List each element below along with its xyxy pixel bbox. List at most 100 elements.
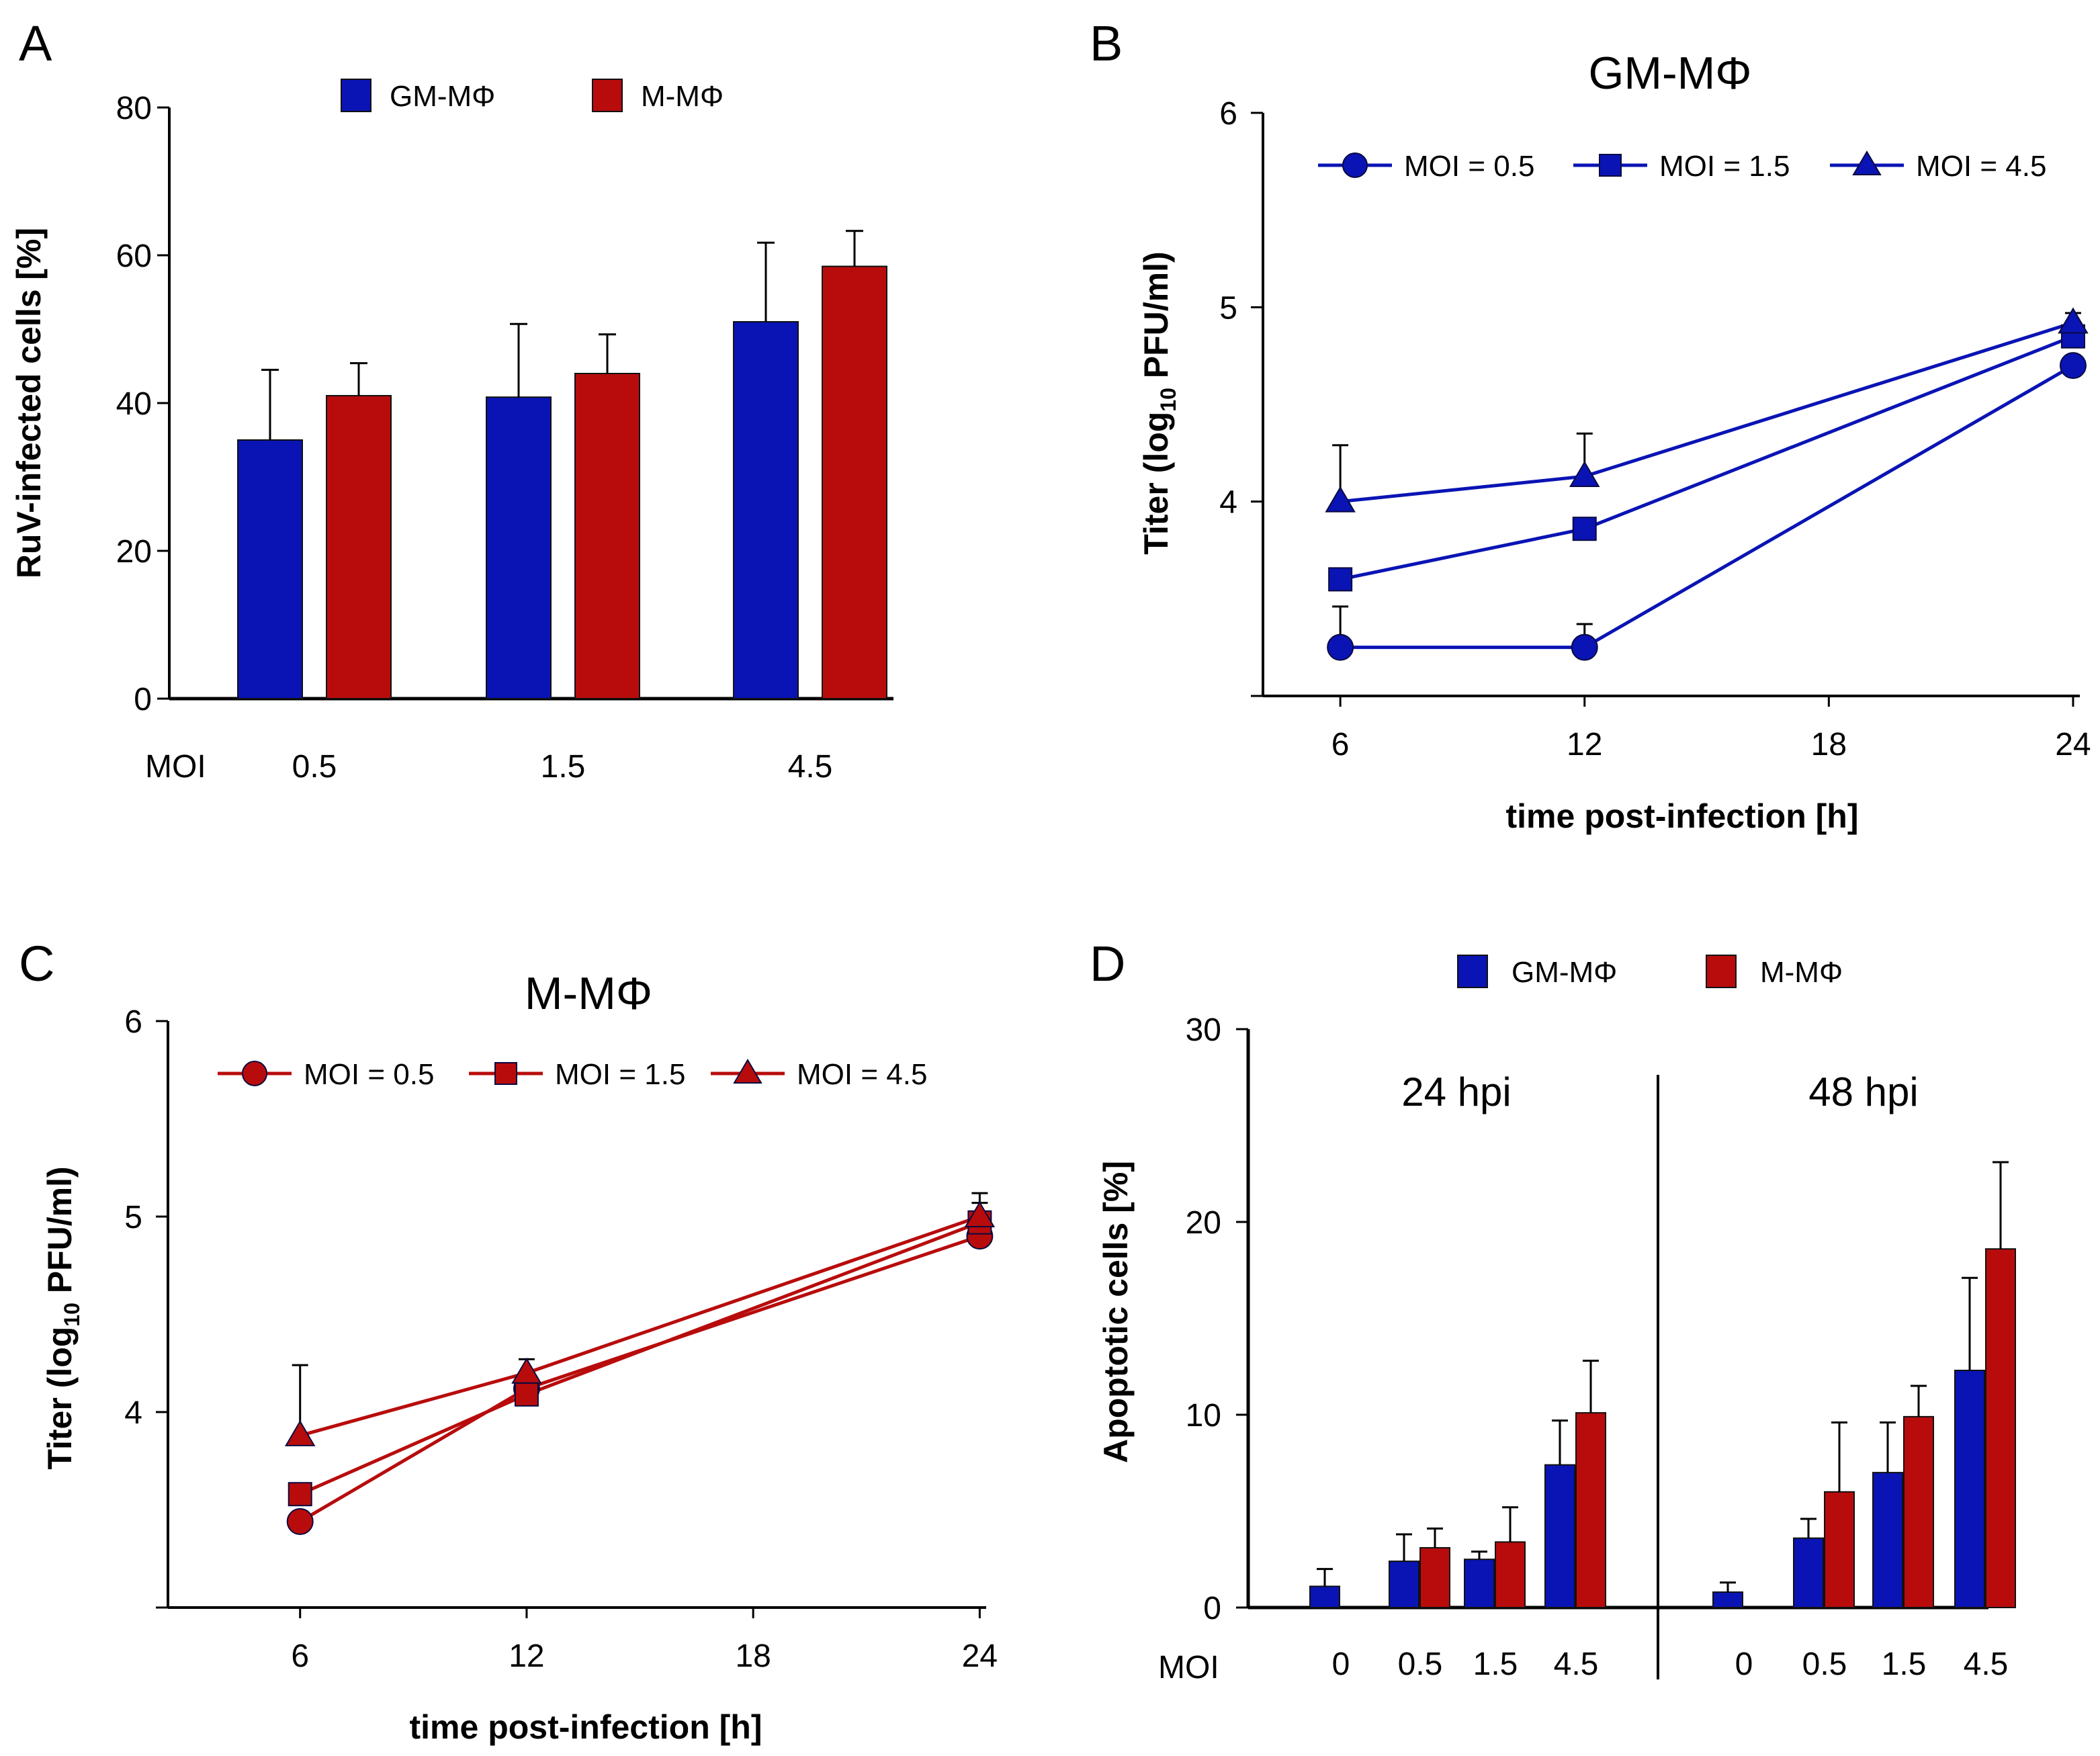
panel-a-error-bar — [510, 322, 527, 398]
panel-c-point-moi-1-5-t6 — [288, 1482, 312, 1507]
panel-b-y-tick-label: 6 — [1219, 96, 1237, 132]
panel-d-x-tick-label: 0 — [1332, 1647, 1350, 1682]
panel-c-x-tick-label: 24 — [962, 1638, 998, 1674]
panel-b-title: GM-MΦ — [1588, 48, 1751, 99]
panel-d-bar-48-hpi-m-m-moi-4-5 — [1985, 1248, 2016, 1609]
panel-d-bar-24-hpi-m-m-moi-0-5 — [1419, 1547, 1450, 1609]
panel-a-legend-label-gm-m: GM-MΦ — [390, 80, 495, 113]
panel-a-error-bar — [846, 230, 863, 267]
panel-a-error-bar — [350, 362, 367, 396]
panel-a-error-bar — [757, 241, 775, 322]
panel-d-legend-swatch-m-m — [1706, 955, 1737, 988]
panel-a-bar-m-m-moi-0-5 — [326, 395, 392, 699]
panel-c-x-axis-title: time post-infection [h] — [410, 1708, 762, 1746]
panel-d-x-tick-label: 0.5 — [1398, 1647, 1443, 1682]
panel-d-x-tick-label: 1.5 — [1882, 1647, 1927, 1682]
panel-d-bar-24-hpi-m-m-moi-4-5 — [1575, 1412, 1606, 1608]
panel-b-y-axis-title-part: PFU/ml) — [1137, 251, 1175, 388]
panel-letter-d: D — [1090, 936, 1125, 992]
panel-b-y-tick-label: 4 — [1219, 485, 1237, 521]
panel-d-legend-swatch-gm-m — [1457, 955, 1488, 988]
panel-a-y-tick-label: 0 — [134, 682, 152, 717]
panel-a-legend-label-m-m: M-MΦ — [641, 80, 724, 113]
panel-d-bar-24-hpi-gm-m-moi-0-5 — [1389, 1561, 1419, 1609]
panel-c-x-tick-label: 12 — [509, 1638, 544, 1674]
panel-a-error-bar — [261, 369, 279, 440]
panel-b-point-moi-1-5-t6 — [1328, 567, 1353, 592]
panel-letter-a: A — [19, 15, 52, 71]
panel-b-x-tick-label: 12 — [1567, 727, 1602, 762]
panel-d-bar-24-hpi-gm-m-moi-4-5 — [1544, 1464, 1575, 1609]
panel-c-y-axis-title: Titer (log10 PFU/ml) — [41, 1166, 84, 1469]
panel-b-point-moi-4-5-t12 — [1569, 461, 1600, 488]
panel-c-legend-marker-moi-0-5 — [242, 1061, 267, 1086]
panel-c-y-tick-label: 6 — [124, 1004, 142, 1040]
panel-d-x-tick-label: 4.5 — [1964, 1647, 2009, 1682]
panel-d-error-bar — [1720, 1581, 1736, 1593]
panel-d-bar-48-hpi-gm-m-moi-1-5 — [1872, 1472, 1903, 1609]
panel-b-legend-label-moi-1-5: MOI = 1.5 — [1659, 150, 1790, 183]
panel-c-y-axis-title-subscript: 10 — [60, 1303, 84, 1327]
panel-c-y-axis-title-part: PFU/ml) — [41, 1166, 79, 1303]
panel-d-group-title-24-hpi: 24 hpi — [1401, 1069, 1511, 1114]
panel-d-group-title-48-hpi: 48 hpi — [1808, 1069, 1918, 1114]
panel-d-y-tick-label: 20 — [1186, 1205, 1221, 1241]
panel-a-x-tick-label: 4.5 — [788, 749, 833, 785]
panel-c-point-moi-4-5-t24 — [964, 1201, 996, 1227]
panel-d-error-bar — [1583, 1360, 1599, 1413]
panel-d-error-bar — [1552, 1419, 1568, 1465]
panel-c-line-moi-4-5 — [300, 1215, 981, 1438]
panel-c-y-tick-label: 5 — [124, 1200, 142, 1235]
panel-b-line-moi-4-5 — [1340, 321, 2074, 504]
panel-c-x-tick-label: 18 — [735, 1638, 771, 1674]
panel-c-point-moi-4-5-t6 — [284, 1419, 316, 1446]
panel-a-legend-swatch-gm-m — [341, 79, 371, 112]
panel-d-error-bar — [1993, 1161, 2009, 1249]
panel-b-legend-marker-moi-4-5 — [1852, 150, 1882, 175]
panel-a-moi-label: MOI — [145, 749, 206, 785]
panel-d-bar-48-hpi-gm-m-moi-4-5 — [1954, 1369, 1985, 1608]
panel-b-x-tick-label: 24 — [2055, 727, 2091, 762]
panel-d-bar-48-hpi-gm-m-moi-0 — [1712, 1591, 1743, 1609]
panel-b-point-moi-0-5-t6 — [1327, 633, 1354, 661]
panel-b-y-tick-label: 5 — [1219, 290, 1237, 326]
panel-d-bar-24-hpi-gm-m-moi-1-5 — [1464, 1559, 1495, 1608]
panel-c-point-moi-1-5-t12 — [514, 1382, 539, 1407]
panel-letter-c: C — [19, 936, 54, 992]
panel-b-point-moi-1-5-t12 — [1572, 517, 1597, 541]
panel-c-y-tick-label: 4 — [124, 1395, 142, 1431]
panel-a-x-tick-label: 0.5 — [292, 749, 337, 785]
panel-d-bar-48-hpi-m-m-moi-1-5 — [1903, 1415, 1934, 1609]
panel-d-error-bar — [1396, 1533, 1412, 1562]
panel-b-legend-label-moi-4-5: MOI = 4.5 — [1916, 150, 2046, 183]
panel-b-x-axis-title: time post-infection [h] — [1506, 797, 1859, 835]
panel-d-y-tick-label: 10 — [1186, 1398, 1221, 1434]
panel-d-x-tick-label: 0 — [1735, 1647, 1753, 1682]
panel-letter-b: B — [1090, 15, 1123, 71]
panel-d-legend-label-gm-m: GM-MΦ — [1512, 956, 1617, 989]
panel-a-legend-swatch-m-m — [592, 79, 623, 112]
panel-a-error-bar — [599, 333, 616, 374]
panel-c-point-moi-4-5-t12 — [511, 1357, 542, 1384]
panel-c-legend-label-moi-4-5: MOI = 4.5 — [797, 1058, 927, 1091]
panel-c-point-moi-0-5-t6 — [286, 1507, 314, 1535]
panel-c-title: M-MΦ — [525, 968, 652, 1019]
panel-a-bar-gm-m-moi-0-5 — [237, 439, 303, 699]
panel-d-x-tick-label: 1.5 — [1473, 1647, 1518, 1682]
panel-d-error-bar — [1800, 1518, 1817, 1538]
panel-c-line-moi-0-5 — [299, 1234, 981, 1524]
panel-d-legend-label-m-m: M-MΦ — [1760, 956, 1843, 989]
panel-d-error-bar — [1962, 1276, 1978, 1370]
panel-d-error-bar — [1880, 1421, 1896, 1473]
panel-c-x-tick-label: 6 — [291, 1638, 309, 1674]
panel-d-y-tick-label: 0 — [1203, 1591, 1221, 1626]
panel-a-x-tick-label: 1.5 — [541, 749, 586, 785]
panel-b-y-axis-title: Titer (log10 PFU/ml) — [1137, 251, 1180, 554]
panel-c-legend-marker-moi-4-5 — [733, 1059, 762, 1084]
panel-a-bar-m-m-moi-1-5 — [574, 373, 640, 699]
panel-b-point-moi-4-5-t6 — [1325, 486, 1356, 513]
panel-b-legend-label-moi-0-5: MOI = 0.5 — [1404, 150, 1534, 183]
panel-b-point-moi-0-5-t12 — [1571, 633, 1598, 661]
panel-d-bar-48-hpi-m-m-moi-0-5 — [1824, 1491, 1855, 1609]
panel-b-point-moi-0-5-t24 — [2059, 352, 2087, 380]
